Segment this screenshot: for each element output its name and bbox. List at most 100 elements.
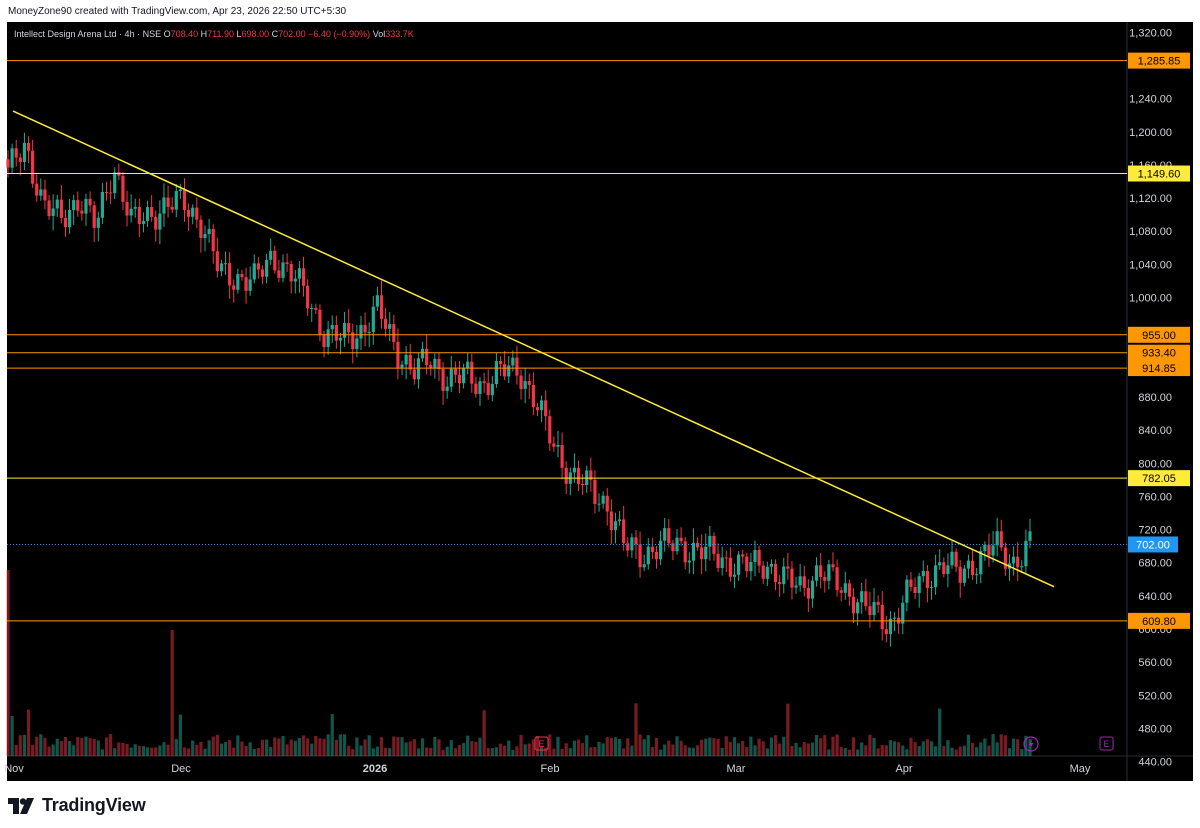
volume-bar — [412, 739, 416, 756]
candle-body — [560, 444, 564, 468]
candle-body — [445, 386, 449, 391]
price-axis[interactable]: 1,320.001,240.001,200.001,160.001,120.00… — [1129, 27, 1172, 768]
candle-body — [474, 383, 478, 394]
volume-bar — [306, 738, 310, 756]
volume-bar — [999, 734, 1003, 756]
horizontal-levels[interactable] — [7, 60, 1127, 622]
candle-body — [757, 549, 761, 566]
candle-body — [359, 324, 363, 339]
volume-bar — [191, 740, 195, 756]
volume-bar — [704, 738, 708, 756]
volume-bar — [232, 747, 236, 756]
volume-bar — [363, 739, 367, 756]
x-tick-label: Nov — [4, 763, 24, 775]
candle-body — [236, 274, 240, 290]
symbol-legend[interactable]: Intellect Design Arena Ltd · 4h · NSE O7… — [14, 29, 414, 39]
volume-bar — [695, 745, 700, 756]
candle-body — [856, 602, 860, 614]
volume-bar — [847, 749, 852, 756]
volume-bar — [174, 739, 178, 756]
volume-bar — [457, 745, 462, 756]
volume-bar — [379, 737, 384, 756]
credit-text: MoneyZone90 created with TradingView.com… — [8, 6, 347, 17]
candle-body — [728, 557, 732, 577]
trendline-group[interactable] — [12, 110, 1055, 588]
candle-body — [14, 148, 18, 158]
earnings-icon[interactable]: E — [1099, 736, 1114, 751]
candle-body — [576, 467, 581, 484]
candle-body — [581, 483, 585, 486]
volume-bar — [125, 743, 129, 756]
candle-body — [412, 369, 416, 380]
volume-bar — [310, 743, 314, 756]
candle-body — [917, 576, 921, 594]
candle-body — [802, 576, 806, 588]
y-tick-label: 1,040.00 — [1129, 259, 1172, 271]
tradingview-logo[interactable]: TradingView — [8, 795, 146, 816]
candle-body — [141, 220, 146, 224]
candle-body — [100, 191, 105, 218]
volume-bar — [260, 739, 265, 756]
volume-bar — [1020, 749, 1024, 756]
candle-body — [55, 199, 59, 209]
y-tick-label: 800.00 — [1138, 458, 1172, 470]
volume-bar — [757, 738, 761, 756]
candle-body — [244, 277, 248, 291]
volume-bar — [76, 737, 80, 756]
volume-bar — [823, 735, 827, 756]
tradingview-logo-icon — [8, 797, 34, 814]
y-tick-label: 1,320.00 — [1129, 27, 1172, 39]
y-tick-label: 560.00 — [1138, 657, 1172, 669]
candle-body — [293, 278, 297, 282]
earnings-icon[interactable]: E — [534, 736, 549, 751]
lightning-icon[interactable] — [1023, 736, 1039, 752]
volume-bar — [195, 744, 199, 756]
volume-bar — [938, 708, 942, 756]
time-axis[interactable]: Nov Dec 2026 Feb Mar Apr May — [4, 763, 1091, 775]
volume-bar — [773, 735, 778, 756]
candle-body — [503, 364, 507, 377]
candle-body — [975, 574, 979, 576]
candle-body — [933, 565, 938, 588]
candle-body — [531, 384, 535, 408]
candle-body — [507, 365, 511, 377]
y-tick-label: 440.00 — [1138, 757, 1172, 769]
candle-body — [301, 268, 306, 286]
candle-body — [667, 528, 671, 544]
volume-bar — [145, 747, 150, 756]
candle-body — [695, 542, 700, 548]
volume-bar — [679, 740, 683, 756]
volume-bar — [966, 734, 971, 756]
volume-bar — [683, 745, 687, 756]
candle-body — [913, 587, 917, 594]
volume-bar — [659, 749, 663, 756]
brand-name: TradingView — [42, 795, 146, 815]
volume-bar — [293, 740, 297, 756]
volume-bar — [712, 738, 716, 756]
candle-body — [76, 200, 80, 211]
candle-body — [355, 338, 359, 349]
volume-bar — [819, 738, 823, 756]
volume-bar — [170, 630, 174, 756]
candle-body — [96, 217, 100, 228]
volume-bar — [876, 748, 880, 756]
candle-body — [650, 546, 654, 552]
candle-body — [929, 587, 934, 589]
candle-body — [273, 250, 277, 271]
volume-bar — [252, 748, 256, 756]
candle-body — [868, 606, 872, 616]
trendline[interactable] — [12, 110, 1055, 588]
candle-body — [638, 544, 642, 568]
level-label-box — [1128, 612, 1190, 629]
candle-body — [22, 142, 27, 163]
volume-bar — [958, 746, 962, 756]
chart-area[interactable] — [7, 22, 1193, 781]
level-label-text: 1,285.85 — [1138, 56, 1181, 68]
candle-body — [942, 562, 946, 574]
candle-body — [921, 571, 925, 577]
x-tick-label: 2026 — [363, 763, 387, 775]
volume-bar — [121, 742, 125, 756]
candle-body — [63, 217, 68, 228]
volume-bar — [330, 714, 334, 756]
